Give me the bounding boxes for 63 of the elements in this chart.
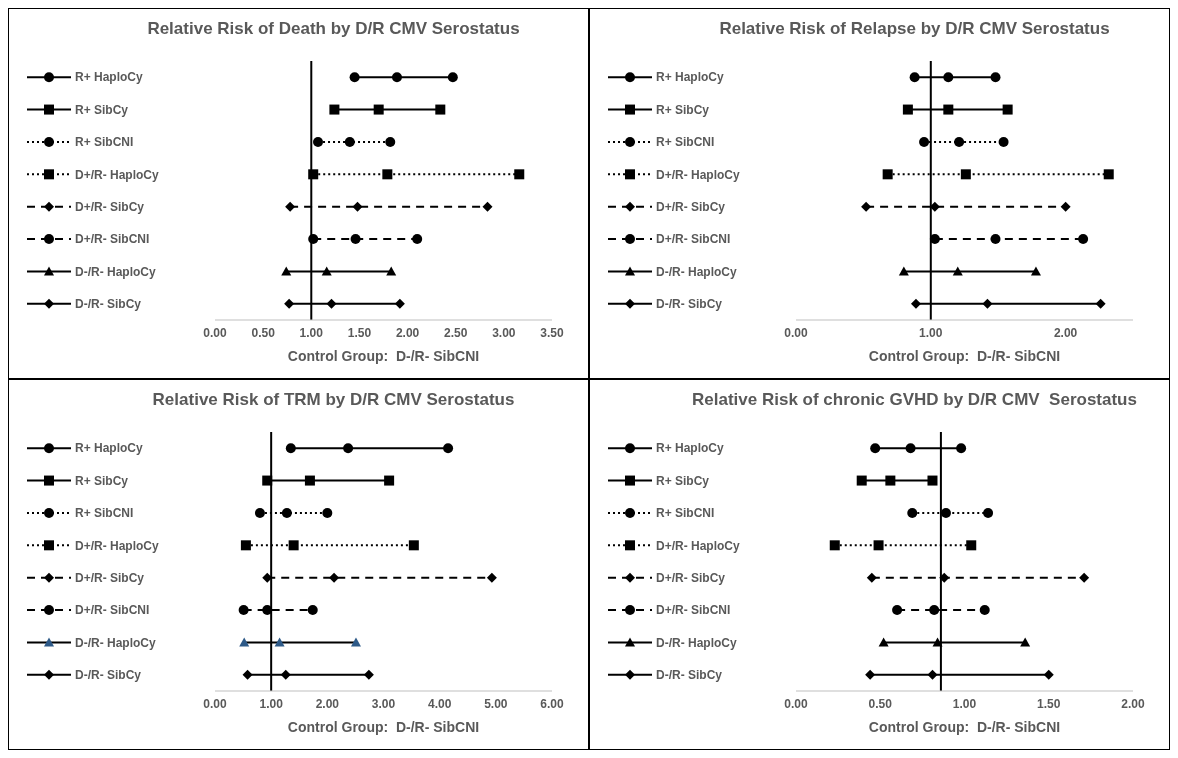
y-tick-label: R+ HaploCy (656, 441, 725, 456)
y-tick-label: R+ SibCNI (75, 506, 134, 521)
y-tick-label: R+ HaploCy (75, 441, 144, 456)
x-tick-label: 1.50 (1037, 696, 1061, 711)
y-tick-label: D+/R- SibCNI (656, 603, 731, 618)
y-tick-label: D+/R- SibCNI (75, 603, 150, 618)
y-tick-label: D+/R- SibCy (75, 570, 145, 585)
y-tick-label: R+ SibCNI (656, 135, 715, 150)
y-tick-label: R+ SibCNI (656, 506, 715, 521)
x-tick-label: 0.00 (784, 325, 808, 340)
x-tick-label: 2.00 (395, 325, 420, 340)
chart-title: Relative Risk of TRM by D/R CMV Serostatus (151, 389, 516, 411)
x-tick-label: 0.50 (251, 325, 276, 340)
y-tick-label: D+/R- SibCNI (75, 232, 150, 247)
y-tick-label: D+/R- HaploCy (75, 167, 159, 182)
x-tick-label: 0.00 (203, 696, 227, 711)
x-tick-label: 3.50 (540, 325, 564, 340)
y-tick-label: D-/R- SibCy (656, 668, 723, 683)
y-tick-label: D-/R- HaploCy (656, 635, 737, 650)
y-tick-label: R+ SibCNI (75, 135, 134, 150)
y-tick-label: D-/R- HaploCy (75, 264, 156, 279)
y-tick-label: D+/R- SibCNI (656, 232, 731, 247)
x-tick-label: 4.00 (427, 696, 452, 711)
x-tick-label: 1.00 (952, 696, 977, 711)
y-tick-label: D-/R- HaploCy (75, 635, 156, 650)
chart-title: Relative Risk of Death by D/R CMV Serostatus (146, 18, 521, 40)
x-tick-label: 2.00 (1053, 325, 1078, 340)
y-tick-label: R+ SibCy (656, 102, 710, 117)
x-tick-label: 2.00 (1121, 696, 1145, 711)
x-tick-label: 3.00 (371, 696, 396, 711)
y-tick-label: D+/R- HaploCy (656, 538, 740, 553)
x-tick-label: 0.00 (203, 325, 227, 340)
chart-title: Relative Risk of chronic GVHD by D/R CMV Serostatus (691, 389, 1138, 411)
y-tick-label: D+/R- HaploCy (75, 538, 159, 553)
x-tick-label: 1.00 (299, 325, 324, 340)
x-tick-label: 3.00 (492, 325, 516, 340)
x-tick-label: 6.00 (540, 696, 564, 711)
y-tick-label: D+/R- HaploCy (656, 167, 740, 182)
y-tick-label: R+ SibCy (75, 102, 129, 117)
x-axis-title: Control Group: D-/R- SibCNI (286, 348, 481, 364)
y-tick-label: D-/R- SibCy (75, 668, 142, 683)
x-tick-label: 1.00 (919, 325, 943, 340)
x-axis-title: Control Group: D-/R- SibCNI (286, 719, 481, 735)
x-axis-title: Control Group: D-/R- SibCNI (867, 348, 1062, 364)
y-tick-label: D+/R- SibCy (656, 570, 726, 585)
y-tick-label: D-/R- SibCy (656, 297, 723, 312)
x-tick-label: 5.00 (484, 696, 508, 711)
y-tick-label: D+/R- SibCy (656, 199, 726, 214)
x-axis-title: Control Group: D-/R- SibCNI (867, 719, 1062, 735)
x-tick-label: 1.50 (347, 325, 372, 340)
y-tick-label: D-/R- HaploCy (656, 264, 737, 279)
y-tick-label: R+ HaploCy (656, 70, 725, 85)
y-tick-label: R+ SibCy (75, 473, 129, 488)
x-tick-label: 2.50 (444, 325, 468, 340)
y-tick-label: D-/R- SibCy (75, 297, 142, 312)
x-tick-label: 2.00 (315, 696, 340, 711)
y-tick-label: D+/R- SibCy (75, 199, 145, 214)
y-tick-label: R+ HaploCy (75, 70, 144, 85)
x-tick-label: 0.50 (868, 696, 893, 711)
y-tick-label: R+ SibCy (656, 473, 710, 488)
chart-title: Relative Risk of Relapse by D/R CMV Serostatus (718, 18, 1111, 40)
x-tick-label: 1.00 (259, 696, 284, 711)
x-tick-label: 0.00 (784, 696, 808, 711)
